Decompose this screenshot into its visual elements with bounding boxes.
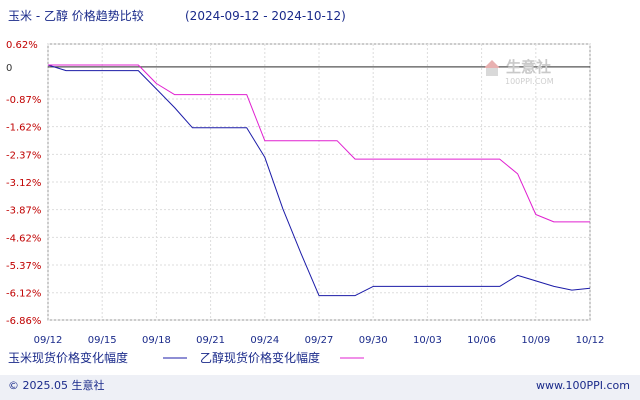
y-tick-label: -6.12% — [6, 289, 41, 300]
x-tick-label: 10/06 — [467, 335, 496, 346]
y-tick-label: -5.37% — [6, 261, 41, 272]
chart-date-range: (2024-09-12 - 2024-10-12) — [185, 9, 346, 23]
x-tick-label: 09/18 — [142, 335, 171, 346]
series-line-ethanol — [48, 64, 590, 223]
y-tick-label: -6.86% — [6, 316, 41, 327]
x-tick-label: 10/12 — [576, 335, 605, 346]
chart-title: 玉米 - 乙醇 价格趋势比较 — [8, 8, 144, 23]
x-tick-label: 09/15 — [88, 335, 117, 346]
watermark-brand: 生意社 — [506, 58, 551, 76]
x-tick-label: 09/30 — [359, 335, 388, 346]
series-line-corn — [47, 64, 591, 297]
x-tick-label: 09/21 — [196, 335, 225, 346]
x-tick-label: 10/03 — [413, 335, 442, 346]
x-tick-label: 10/09 — [521, 335, 550, 346]
legend-label-ethanol: 乙醇现货价格变化幅度 — [200, 350, 320, 365]
x-tick-label: 09/27 — [305, 335, 334, 346]
series-lines — [47, 64, 591, 297]
grid-lines — [47, 43, 591, 321]
y-axis-ticks: 0.62% 0 -0.87% -1.62% -2.37% -3.12% -3.87% -4.6… — [6, 40, 41, 327]
footer-bar — [0, 375, 640, 400]
legend-label-corn: 玉米现货价格变化幅度 — [8, 350, 128, 365]
x-tick-label: 09/24 — [250, 335, 279, 346]
watermark-url: 100PPI.COM — [505, 77, 554, 86]
y-tick-label: -1.62% — [6, 123, 41, 134]
y-tick-label: 0 — [6, 63, 12, 74]
x-axis-ticks: 09/12 09/15 09/18 09/21 09/24 09/27 09/30 10/03… — [34, 335, 605, 346]
footer-copyright: © 2025.05 生意社 — [8, 378, 104, 392]
y-tick-label: -3.87% — [6, 206, 41, 217]
legend: 玉米现货价格变化幅度 乙醇现货价格变化幅度 — [8, 350, 364, 365]
y-tick-label: -0.87% — [6, 95, 41, 106]
y-tick-label: -4.62% — [6, 233, 41, 244]
x-tick-label: 09/12 — [34, 335, 63, 346]
footer-url: www.100PPI.com — [536, 379, 630, 392]
house-logo-icon — [484, 60, 500, 76]
watermark-logo: 生意社 100PPI.COM — [484, 58, 554, 86]
y-tick-label: 0.62% — [6, 40, 38, 51]
y-tick-label: -2.37% — [6, 150, 41, 161]
y-tick-label: -3.12% — [6, 178, 41, 189]
